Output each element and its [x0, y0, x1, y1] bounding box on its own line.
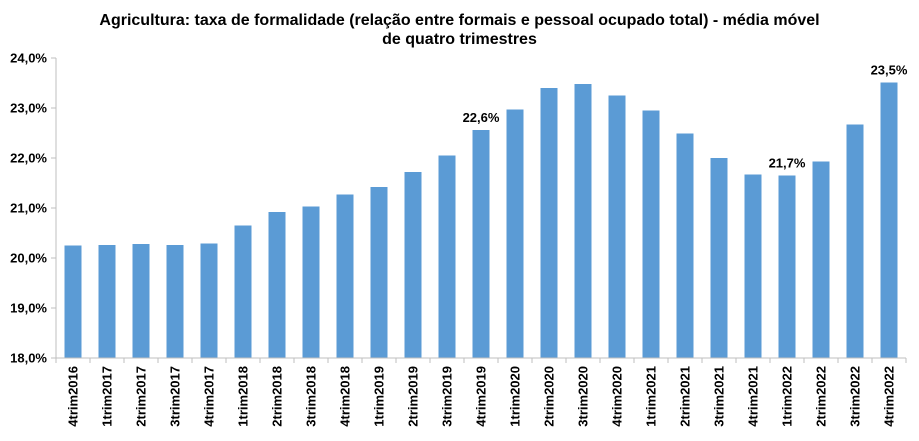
bar-1trim2020	[506, 109, 524, 358]
bar-4trim2018	[336, 194, 354, 358]
x-tick-label: 4trim2020	[610, 366, 625, 427]
x-tick-label: 3trim2021	[712, 366, 727, 427]
bar-2trim2017	[132, 244, 150, 358]
x-tick-label: 4trim2021	[746, 366, 761, 427]
x-tick-label: 3trim2020	[576, 366, 591, 427]
y-tick-label: 18,0%	[10, 351, 47, 366]
data-label: 22,6%	[463, 110, 500, 125]
x-tick-label: 2trim2020	[542, 366, 557, 427]
bar-4trim2016	[64, 245, 82, 358]
x-tick-label: 2trim2018	[270, 366, 285, 427]
x-tick-label: 4trim2018	[338, 366, 353, 427]
data-label: 23,5%	[871, 63, 908, 78]
x-tick-label: 1trim2019	[372, 366, 387, 427]
y-tick-label: 20,0%	[10, 251, 47, 266]
bar-1trim2021	[642, 110, 660, 358]
chart-title-line-1: Agricultura: taxa de formalidade (relaçã…	[99, 12, 820, 29]
x-tick-label: 2trim2021	[678, 366, 693, 427]
x-tick-label: 3trim2022	[848, 366, 863, 427]
x-tick-label: 3trim2017	[168, 366, 183, 427]
x-tick-label: 2trim2017	[134, 366, 149, 427]
bar-2trim2020	[540, 88, 558, 358]
x-tick-label: 1trim2022	[780, 366, 795, 427]
x-tick-label: 2trim2022	[814, 366, 829, 427]
bar-4trim2017	[200, 243, 218, 358]
x-tick-label: 1trim2021	[644, 366, 659, 427]
x-tick-label: 2trim2019	[406, 366, 421, 427]
bar-4trim2021	[744, 174, 762, 358]
y-tick-label: 23,0%	[10, 101, 47, 116]
bar-4trim2019	[472, 130, 490, 358]
x-tick-label: 3trim2018	[304, 366, 319, 427]
y-tick-label: 24,0%	[10, 51, 47, 66]
bar-4trim2020	[608, 95, 626, 358]
x-tick-label: 1trim2020	[508, 366, 523, 427]
x-tick-label: 1trim2017	[100, 366, 115, 427]
x-tick-label: 4trim2019	[474, 366, 489, 427]
x-tick-label: 1trim2018	[236, 366, 251, 427]
bar-2trim2018	[268, 212, 286, 358]
bar-3trim2019	[438, 155, 456, 358]
bar-1trim2018	[234, 225, 252, 358]
y-tick-label: 22,0%	[10, 151, 47, 166]
x-tick-label: 4trim2016	[66, 366, 81, 427]
bar-3trim2021	[710, 158, 728, 358]
bar-1trim2019	[370, 187, 388, 358]
x-tick-label: 3trim2019	[440, 366, 455, 427]
data-labels: 22,6% 21,7% 23,5%	[463, 63, 908, 171]
data-label: 21,7%	[769, 156, 806, 171]
y-tick-label: 19,0%	[10, 301, 47, 316]
x-tick-label: 4trim2022	[882, 366, 897, 427]
chart-title-line-2: de quatro trimestres	[382, 31, 537, 48]
bar-3trim2020	[574, 84, 592, 358]
y-axis: 18,0% 19,0% 20,0% 21,0% 22,0% 23,0% 24,0%	[10, 51, 57, 366]
bar-2trim2022	[812, 161, 830, 358]
bar-2trim2019	[404, 172, 422, 358]
x-tick-label: 4trim2017	[202, 366, 217, 427]
y-tick-label: 21,0%	[10, 201, 47, 216]
bar-3trim2022	[846, 124, 864, 358]
bar-2trim2021	[676, 133, 694, 358]
bar-3trim2018	[302, 206, 320, 358]
bar-4trim2022	[880, 82, 898, 358]
bar-1trim2017	[98, 245, 116, 358]
bar-series	[64, 82, 898, 358]
x-axis: 4trim2016 1trim2017 2trim2017 3trim2017 4tri…	[55, 357, 907, 427]
bar-3trim2017	[166, 245, 184, 358]
bar-1trim2022	[778, 175, 796, 358]
